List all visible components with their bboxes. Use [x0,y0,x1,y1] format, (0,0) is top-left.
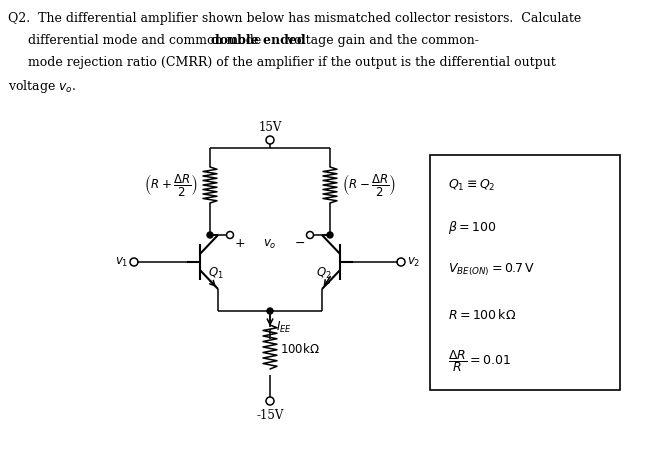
Text: $Q_1 \equiv Q_2$: $Q_1 \equiv Q_2$ [448,177,495,193]
Text: $V_{BE(ON)} = 0.7\,\mathrm{V}$: $V_{BE(ON)} = 0.7\,\mathrm{V}$ [448,262,536,278]
Text: $\beta = 100$: $\beta = 100$ [448,219,496,235]
Text: $\left(R-\dfrac{\Delta R}{2}\right)$: $\left(R-\dfrac{\Delta R}{2}\right)$ [342,172,396,198]
Text: voltage gain and the common-: voltage gain and the common- [284,34,479,47]
Circle shape [207,232,213,238]
Text: differential mode and common mode: differential mode and common mode [28,34,265,47]
Text: Q2.  The differential amplifier shown below has mismatched collector resistors. : Q2. The differential amplifier shown bel… [8,12,581,25]
Text: mode rejection ratio (CMRR) of the amplifier if the output is the differential o: mode rejection ratio (CMRR) of the ampli… [28,56,556,69]
Circle shape [327,232,333,238]
Text: $100\mathrm{k\Omega}$: $100\mathrm{k\Omega}$ [280,342,320,356]
Circle shape [267,308,273,314]
Text: -15V: -15V [257,409,284,422]
Bar [430,155,620,390]
Text: $I_{EE}$: $I_{EE}$ [276,320,292,334]
Text: $\left(R+\dfrac{\Delta R}{2}\right)$: $\left(R+\dfrac{\Delta R}{2}\right)$ [144,172,198,198]
Text: $\dfrac{\Delta R}{R} = 0.01$: $\dfrac{\Delta R}{R} = 0.01$ [448,348,511,374]
Text: $Q_2$: $Q_2$ [316,266,332,281]
Text: 15V: 15V [259,121,282,134]
Text: voltage $v_o$.: voltage $v_o$. [8,78,76,95]
Text: double ended: double ended [211,34,306,47]
Text: +: + [235,237,245,250]
Text: $Q_1$: $Q_1$ [208,266,224,281]
Text: $v_2$: $v_2$ [407,256,420,269]
Text: −: − [295,237,305,250]
Text: $R = 100\,\mathrm{k\Omega}$: $R = 100\,\mathrm{k\Omega}$ [448,308,517,322]
Text: $v_1$: $v_1$ [114,256,128,269]
Text: $v_o$: $v_o$ [263,238,277,251]
